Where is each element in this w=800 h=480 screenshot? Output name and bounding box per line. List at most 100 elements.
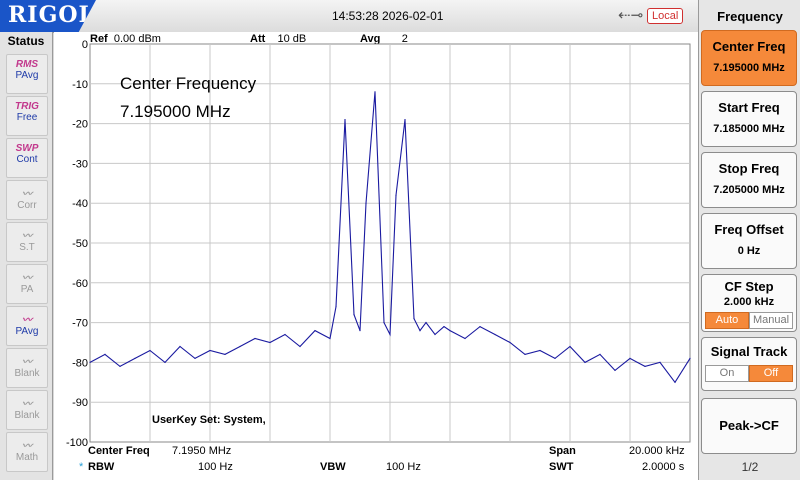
trace-point: [104, 353, 106, 355]
trace-point: [584, 361, 586, 363]
y-tick-label: -30: [72, 158, 88, 170]
y-tick-label: -90: [72, 397, 88, 409]
trace-point: [374, 91, 376, 93]
trace-point: [179, 345, 181, 348]
att-label: Att: [250, 33, 266, 45]
status-item-icon: TRIG: [15, 101, 39, 112]
ref-label: Ref: [90, 33, 108, 45]
trace-point: [554, 357, 556, 359]
status-item-icon: 〰: [22, 399, 32, 410]
spectrum-display: Ref 0.00 dBm Att 10 dB Avg 2 0 -10 -20 -30 -…: [54, 32, 698, 480]
trace-point: [209, 349, 211, 352]
trace-point: [689, 357, 691, 359]
trace-point: [149, 349, 151, 352]
trace-point: [344, 119, 346, 121]
trace-point: [659, 361, 661, 363]
trace-point: [365, 202, 367, 204]
freq-offset-button[interactable]: Freq Offset 0 Hz: [701, 213, 797, 269]
status-item-label: Math: [15, 452, 39, 463]
y-tick-label: -10: [72, 79, 88, 91]
status-item-label: PAvg: [15, 70, 39, 81]
cf-step-manual-option[interactable]: Manual: [749, 312, 793, 329]
status-sidebar: Status RMS PAvg TRIG Free SWP Cont 〰 Corr 〰 S.T 〰 P…: [0, 32, 53, 480]
status-item-label: S.T: [19, 242, 35, 253]
freq-offset-button-value: 0 Hz: [737, 245, 761, 257]
avg-label: Avg: [360, 33, 381, 45]
trace-point: [419, 330, 421, 332]
signal-track-on-option[interactable]: On: [705, 365, 749, 382]
trace-point: [89, 361, 91, 363]
trace-point: [479, 326, 481, 328]
trace-point: [494, 333, 496, 336]
trace-point: [383, 322, 385, 324]
trace-point: [413, 318, 415, 320]
trace-point: [299, 345, 301, 348]
center-freq-button[interactable]: Center Freq 7.195000 MHz: [701, 30, 797, 86]
trace-point: [449, 330, 451, 332]
cf-step-auto-option[interactable]: Auto: [705, 312, 749, 329]
peak-to-cf-button[interactable]: Peak->CF: [701, 398, 797, 454]
status-item-icon: 〰: [22, 273, 32, 284]
start-freq-button[interactable]: Start Freq 7.185000 MHz: [701, 91, 797, 147]
status-item-label: PAvg: [15, 326, 39, 337]
status-title: Status: [7, 34, 45, 48]
spectrum-chart[interactable]: 0 -10 -20 -30 -40 -50 -60 -70 -80 -90 -100: [54, 32, 698, 480]
rbw-value: 100 Hz: [198, 461, 233, 473]
local-badge[interactable]: Local: [647, 8, 684, 24]
center-freq-button-label: Center Freq: [712, 39, 786, 54]
userkey-text: UserKey Set: System,: [152, 414, 266, 426]
status-item-icon: 〰: [22, 357, 32, 368]
status-item-icon: 〰: [22, 231, 32, 242]
center-freq-label: Center Freq: [88, 445, 150, 457]
trace-point: [134, 357, 136, 359]
top-bar: RIGOL 14:53:28 2026-02-01 ⇠⊸ Local: [0, 0, 698, 33]
status-item-label: Corr: [17, 200, 37, 211]
signal-track-off-option[interactable]: Off: [749, 365, 793, 382]
status-item-label: Free: [16, 112, 38, 123]
status-item-label: Blank: [14, 410, 40, 421]
trace-point: [269, 341, 271, 344]
trace-point: [254, 337, 256, 340]
y-tick-label: -60: [72, 278, 88, 290]
trace-point: [434, 333, 436, 336]
status-item-icon: 〰: [22, 441, 32, 452]
status-item-blank: 〰 Blank: [6, 390, 48, 430]
brand-logo: RIGOL: [0, 0, 96, 32]
trace-point: [404, 119, 406, 121]
trace-point: [629, 357, 631, 359]
ref-value: 0.00 dBm: [113, 33, 161, 45]
y-tick-label: -50: [72, 238, 88, 250]
trace-point: [284, 333, 286, 336]
trace-point: [425, 322, 427, 324]
trace-point: [443, 326, 445, 328]
start-freq-button-label: Start Freq: [718, 100, 780, 115]
trace-point: [569, 345, 571, 348]
trace-point: [614, 369, 616, 371]
trace-point: [464, 337, 466, 340]
trace-point: [539, 349, 541, 352]
att-value: 10 dB: [277, 33, 307, 45]
status-item-cont: SWP Cont: [6, 138, 48, 178]
span-value: 20.000 kHz: [629, 445, 685, 457]
trace-point: [164, 361, 166, 363]
stop-freq-button[interactable]: Stop Freq 7.205000 MHz: [701, 152, 797, 208]
status-item-pavg: 〰 PAvg: [6, 306, 48, 346]
trace-point: [194, 357, 196, 359]
status-item-free: TRIG Free: [6, 96, 48, 136]
y-tick-label: -20: [72, 119, 88, 131]
center-freq-value: 7.1950 MHz: [172, 445, 232, 457]
signal-track-button-label: Signal Track: [710, 344, 788, 359]
cf-step-button[interactable]: CF Step 2.000 kHz Auto Manual: [701, 274, 797, 332]
trace-point: [119, 365, 121, 367]
trace-point: [509, 341, 511, 344]
center-annotation-value: 7.195000 MHz: [120, 102, 231, 121]
trace-point: [359, 330, 361, 332]
menu-page-indicator[interactable]: 1/2: [741, 460, 759, 474]
status-item-pavg: RMS PAvg: [6, 54, 48, 94]
center-annotation-title: Center Frequency: [120, 74, 257, 93]
y-tick-label: 0: [82, 39, 88, 51]
swt-label: SWT: [549, 461, 574, 473]
trace-point: [224, 353, 226, 355]
signal-track-button[interactable]: Signal Track On Off: [701, 337, 797, 391]
vbw-value: 100 Hz: [386, 461, 421, 473]
